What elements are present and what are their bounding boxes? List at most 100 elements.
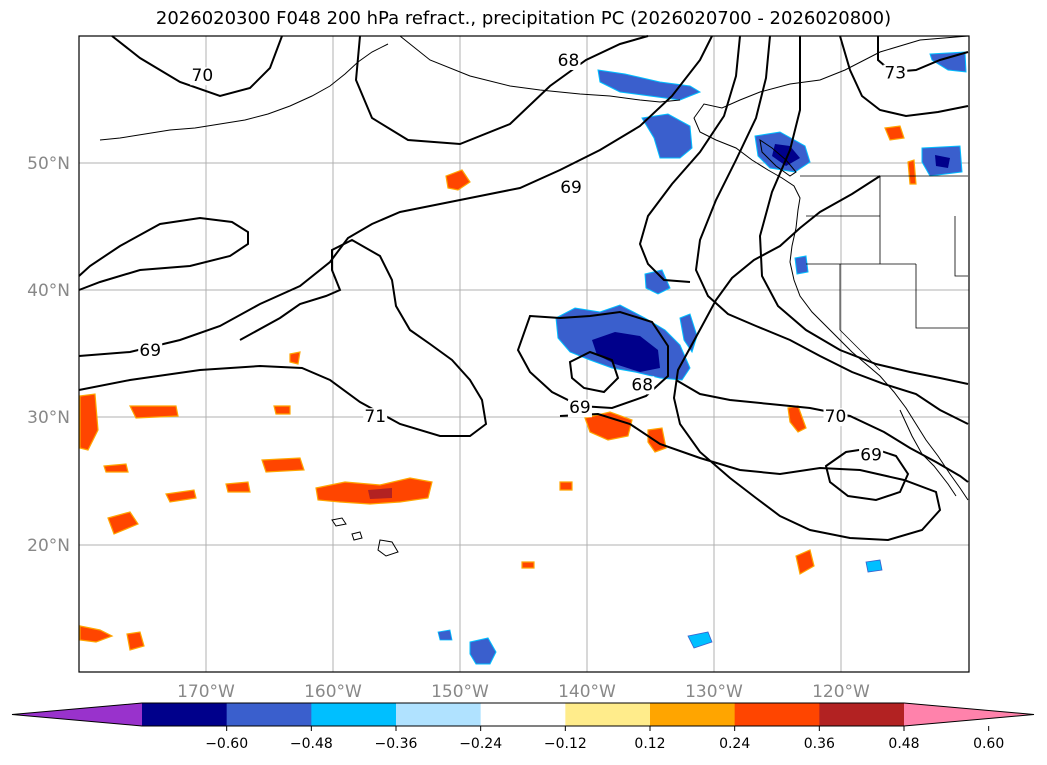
lat-label: 50°N — [27, 154, 70, 174]
contour-69-large — [78, 35, 713, 357]
precip-area-blue-small-6 — [644, 269, 671, 295]
lon-label: 130°W — [685, 682, 743, 702]
precip-area-blue-small-2 — [641, 113, 693, 159]
contour-70-east — [675, 379, 969, 483]
colorbar-segment — [480, 703, 566, 726]
precip-area-blue-small-9 — [469, 637, 497, 665]
precip-area-red-11 — [79, 393, 99, 451]
contour-label-bg — [190, 67, 215, 86]
contour-label: 70 — [192, 66, 214, 86]
precip-area-blue-small-10 — [687, 631, 713, 649]
precip-area-red-21 — [907, 159, 917, 185]
precip-area-red-13 — [103, 463, 129, 473]
colorbar: −0.60 −0.48 −0.36 −0.24 −0.12 0.12 0.24 0.36 0.4… — [11, 702, 1035, 752]
precip-area-red-16 — [884, 125, 905, 141]
contour-label-bg — [567, 399, 592, 418]
plot-border — [78, 35, 970, 673]
lat-label: 30°N — [27, 408, 70, 428]
colorbar-tick-label: −0.60 — [205, 736, 248, 752]
contour-label: 69 — [860, 445, 882, 465]
colorbar-segment — [226, 703, 312, 726]
colorbar-segment — [142, 703, 228, 726]
plot-frame — [79, 36, 969, 672]
contour-label: 73 — [884, 64, 906, 84]
contour-69-low — [559, 175, 942, 542]
contour-69-small-east — [824, 446, 910, 502]
precip-area-red-19 — [521, 561, 535, 569]
contour-label: 69 — [139, 341, 161, 361]
precip-area-red-2 — [261, 457, 305, 473]
contour-label: 70 — [825, 407, 847, 427]
contour-label-bg — [138, 342, 163, 360]
precip-area-navy-core — [592, 332, 660, 372]
state-borders — [806, 176, 968, 371]
precip-area-red-10 — [126, 631, 145, 651]
borders — [800, 175, 968, 371]
precip-area-red-17 — [273, 405, 291, 415]
colorbar-tick-label: 0.24 — [719, 736, 750, 752]
coast-north-america — [693, 35, 969, 501]
lon-label: 140°W — [558, 682, 616, 702]
colorbar-tick-label: −0.36 — [375, 736, 418, 752]
contour-label-bg — [883, 64, 908, 83]
contour-68-aleutian — [354, 35, 649, 146]
precip-area-blue-small-5 — [929, 51, 967, 73]
colorbar-extend-low — [12, 703, 142, 726]
contour-labels: 70 68 73 69 69 71 68 69 70 69 — [138, 51, 908, 465]
refractivity-contours — [78, 35, 969, 542]
contour-label-bg — [823, 408, 848, 427]
precip-area-blue-small-8 — [794, 255, 809, 275]
contour-label-bg — [630, 376, 655, 395]
contour-label-bg — [363, 408, 388, 427]
contour-label: 71 — [364, 407, 386, 427]
precip-negative-areas — [437, 51, 967, 665]
lon-label: 160°W — [304, 682, 362, 702]
colorbar-segment — [565, 703, 651, 726]
contour-label-bg — [559, 179, 584, 198]
hawaii-islands — [331, 517, 399, 557]
contour-label: 68 — [558, 51, 580, 71]
precip-area-red-18 — [559, 481, 573, 491]
precip-area-red-5 — [445, 169, 471, 191]
contour-label: 69 — [560, 178, 582, 198]
lat-labels: 50°N 40°N 30°N 20°N — [27, 154, 70, 556]
precip-area-red-9 — [79, 625, 114, 643]
colorbar-tick-label: 0.36 — [804, 736, 835, 752]
coast-baja — [899, 409, 957, 497]
lon-labels: 170°W 160°W 150°W 140°W 130°W 120°W — [177, 682, 870, 702]
colorbar-tick-label: −0.48 — [290, 736, 333, 752]
precip-area-red-3 — [584, 411, 633, 441]
map-title: 2026020300 F048 200 hPa refract., precip… — [155, 8, 892, 29]
coastlines — [99, 35, 969, 557]
precip-area-navy-small-3 — [772, 144, 800, 166]
lon-label: 170°W — [177, 682, 235, 702]
lon-label: 150°W — [431, 682, 489, 702]
colorbar-segment — [734, 703, 820, 726]
colorbar-tick-label: 0.48 — [888, 736, 919, 752]
precip-area-blue-small-12 — [437, 629, 453, 641]
contour-label-bg — [859, 446, 884, 465]
precip-area-darkred-1 — [368, 488, 392, 499]
precip-area-red-14 — [165, 489, 197, 503]
colorbar-tick-label: 0.60 — [973, 736, 1004, 752]
contour-73 — [839, 35, 969, 118]
contour-label-bg — [556, 51, 581, 70]
colorbar-segment — [650, 703, 736, 726]
coast-vancouver-island — [759, 138, 797, 177]
contour-71 — [78, 238, 488, 437]
precip-area-red-12 — [129, 405, 179, 419]
colorbar-tick-label: −0.24 — [459, 736, 502, 752]
colorbar-extend-high — [904, 703, 1034, 726]
contour-68-low-outer — [516, 310, 669, 410]
contour-jet-2 — [694, 35, 969, 425]
precip-area-red-4 — [647, 427, 667, 453]
precip-area-red-20 — [289, 351, 301, 365]
precip-area-red-15 — [225, 481, 251, 493]
precip-positive-areas — [79, 125, 917, 651]
colorbar-segment — [819, 703, 905, 726]
colorbar-outline — [11, 702, 1035, 727]
contour-label: 69 — [569, 398, 591, 418]
lat-label: 40°N — [27, 281, 70, 301]
precip-area-navy-small-4 — [935, 155, 950, 168]
